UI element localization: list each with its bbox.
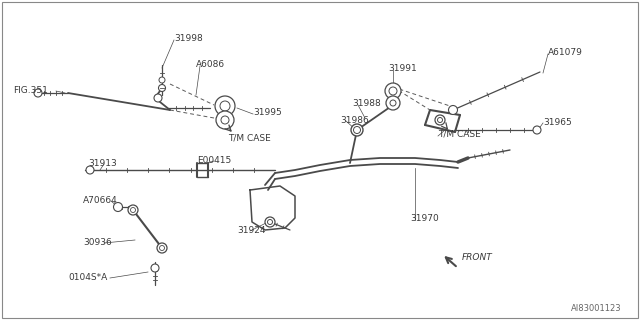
Circle shape — [265, 217, 275, 227]
Text: 30936: 30936 — [83, 237, 112, 246]
Circle shape — [533, 126, 541, 134]
Text: 31965: 31965 — [543, 117, 572, 126]
Circle shape — [351, 124, 363, 136]
Circle shape — [86, 166, 94, 174]
Circle shape — [385, 83, 401, 99]
Circle shape — [449, 106, 458, 115]
Text: 31924: 31924 — [237, 226, 266, 235]
Text: 31995: 31995 — [253, 108, 282, 116]
Circle shape — [128, 205, 138, 215]
Circle shape — [215, 96, 235, 116]
Text: E00415: E00415 — [197, 156, 231, 164]
Circle shape — [389, 87, 397, 95]
Text: T/M CASE: T/M CASE — [228, 133, 271, 142]
Text: FIG.351: FIG.351 — [13, 85, 48, 94]
Text: 31998: 31998 — [174, 34, 203, 43]
Circle shape — [353, 126, 360, 133]
Text: 31986: 31986 — [340, 116, 369, 124]
Circle shape — [34, 89, 42, 97]
Circle shape — [159, 84, 166, 92]
Text: FRONT: FRONT — [462, 253, 493, 262]
Text: 31913: 31913 — [88, 158, 116, 167]
Circle shape — [131, 207, 136, 212]
Text: A6086: A6086 — [196, 60, 225, 68]
Circle shape — [438, 117, 442, 123]
Circle shape — [268, 220, 273, 225]
Circle shape — [220, 101, 230, 111]
Text: AI83001123: AI83001123 — [572, 304, 622, 313]
Text: T/M CASE: T/M CASE — [438, 130, 481, 139]
Text: A61079: A61079 — [548, 47, 583, 57]
Text: 31988: 31988 — [352, 99, 381, 108]
Circle shape — [157, 243, 167, 253]
Circle shape — [216, 111, 234, 129]
Circle shape — [390, 100, 396, 106]
Text: 31970: 31970 — [410, 213, 439, 222]
Circle shape — [386, 96, 400, 110]
Text: 31991: 31991 — [388, 63, 417, 73]
Circle shape — [113, 203, 122, 212]
Circle shape — [159, 245, 164, 251]
Text: A70664: A70664 — [83, 196, 118, 204]
Circle shape — [159, 77, 165, 83]
Circle shape — [154, 94, 162, 102]
Circle shape — [435, 115, 445, 125]
Circle shape — [151, 264, 159, 272]
Text: 0104S*A: 0104S*A — [68, 274, 108, 283]
Circle shape — [221, 116, 229, 124]
